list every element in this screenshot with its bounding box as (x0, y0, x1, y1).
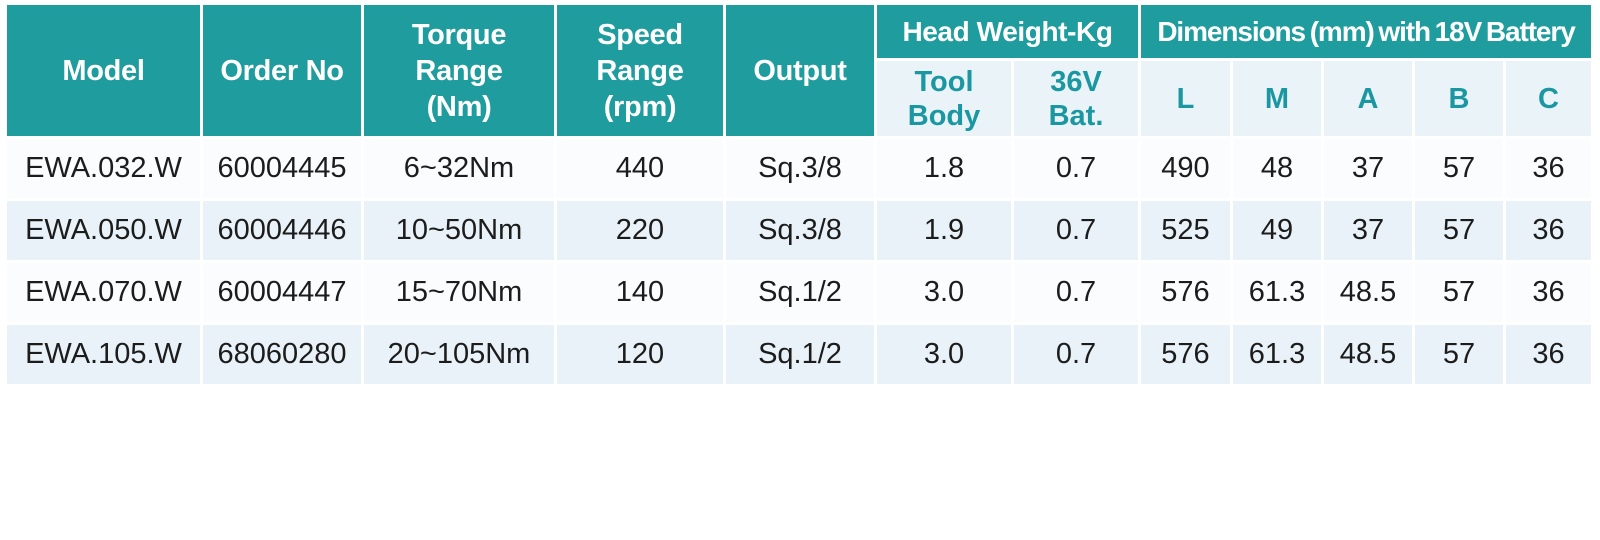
cell-dim-c: 36 (1506, 263, 1591, 322)
cell-model: EWA.050.W (7, 201, 200, 260)
cell-order-no: 68060280 (203, 325, 361, 384)
cell-dim-l: 576 (1141, 263, 1230, 322)
table-row: EWA.050.W 60004446 10~50Nm 220 Sq.3/8 1.… (7, 201, 1591, 260)
col-header-speed-range: Speed Range (rpm) (557, 5, 723, 136)
cell-order-no: 60004446 (203, 201, 361, 260)
subcol-header-dim-c: C (1506, 61, 1591, 136)
tool-body-line-2: Body (907, 99, 981, 132)
cell-dim-b: 57 (1415, 139, 1503, 198)
cell-output: Sq.1/2 (726, 325, 874, 384)
subcol-header-tool-body: Tool Body (877, 61, 1011, 136)
col-header-output: Output (726, 5, 874, 136)
col-header-order-no: Order No (203, 5, 361, 136)
bat-36v-line-2: Bat. (1048, 99, 1104, 132)
subcol-header-36v-bat: 36V Bat. (1014, 61, 1138, 136)
header-row-sub: Tool Body 36V Bat. L M A B C (7, 61, 1591, 136)
cell-dim-c: 36 (1506, 139, 1591, 198)
subcol-header-dim-a: A (1324, 61, 1412, 136)
speed-line-1: Speed (597, 18, 683, 51)
cell-36v-bat: 0.7 (1014, 139, 1138, 198)
subcol-header-dim-m: M (1233, 61, 1321, 136)
col-header-torque-range: Torque Range (Nm) (364, 5, 554, 136)
bat-36v-line-1: 36V (1050, 65, 1102, 98)
product-spec-table: Model Order No Torque Range (Nm) Speed R… (4, 2, 1594, 387)
cell-dim-a: 48.5 (1324, 263, 1412, 322)
cell-dim-l: 490 (1141, 139, 1230, 198)
group-header-head-weight: Head Weight-Kg (877, 5, 1138, 58)
cell-dim-l: 576 (1141, 325, 1230, 384)
cell-speed: 220 (557, 201, 723, 260)
cell-dim-l: 525 (1141, 201, 1230, 260)
cell-order-no: 60004447 (203, 263, 361, 322)
cell-speed: 140 (557, 263, 723, 322)
cell-model: EWA.032.W (7, 139, 200, 198)
cell-36v-bat: 0.7 (1014, 263, 1138, 322)
cell-tool-body: 1.9 (877, 201, 1011, 260)
cell-torque: 15~70Nm (364, 263, 554, 322)
speed-line-3: (rpm) (603, 90, 677, 123)
cell-dim-m: 48 (1233, 139, 1321, 198)
cell-36v-bat: 0.7 (1014, 325, 1138, 384)
cell-output: Sq.3/8 (726, 139, 874, 198)
cell-order-no: 60004445 (203, 139, 361, 198)
cell-dim-m: 61.3 (1233, 325, 1321, 384)
header-row-groups: Model Order No Torque Range (Nm) Speed R… (7, 5, 1591, 136)
cell-dim-a: 37 (1324, 139, 1412, 198)
cell-model: EWA.070.W (7, 263, 200, 322)
cell-output: Sq.1/2 (726, 263, 874, 322)
torque-line-2: Range (415, 54, 503, 87)
subcol-header-dim-l: L (1141, 61, 1230, 136)
cell-dim-b: 57 (1415, 201, 1503, 260)
cell-dim-b: 57 (1415, 325, 1503, 384)
cell-tool-body: 1.8 (877, 139, 1011, 198)
cell-speed: 120 (557, 325, 723, 384)
cell-dim-a: 48.5 (1324, 325, 1412, 384)
cell-dim-m: 49 (1233, 201, 1321, 260)
table-row: EWA.070.W 60004447 15~70Nm 140 Sq.1/2 3.… (7, 263, 1591, 322)
torque-line-1: Torque (411, 18, 507, 51)
cell-torque: 10~50Nm (364, 201, 554, 260)
cell-torque: 6~32Nm (364, 139, 554, 198)
cell-36v-bat: 0.7 (1014, 201, 1138, 260)
cell-tool-body: 3.0 (877, 325, 1011, 384)
table-row: EWA.032.W 60004445 6~32Nm 440 Sq.3/8 1.8… (7, 139, 1591, 198)
cell-dim-a: 37 (1324, 201, 1412, 260)
torque-line-3: (Nm) (426, 90, 492, 123)
col-header-model: Model (7, 5, 200, 136)
table-row: EWA.105.W 68060280 20~105Nm 120 Sq.1/2 3… (7, 325, 1591, 384)
cell-dim-b: 57 (1415, 263, 1503, 322)
cell-tool-body: 3.0 (877, 263, 1011, 322)
cell-dim-c: 36 (1506, 201, 1591, 260)
subcol-header-dim-b: B (1415, 61, 1503, 136)
cell-dim-m: 61.3 (1233, 263, 1321, 322)
cell-model: EWA.105.W (7, 325, 200, 384)
cell-dim-c: 36 (1506, 325, 1591, 384)
cell-output: Sq.3/8 (726, 201, 874, 260)
cell-speed: 440 (557, 139, 723, 198)
cell-torque: 20~105Nm (364, 325, 554, 384)
group-header-dimensions: Dimensions (mm) with 18V Battery (1141, 5, 1591, 58)
tool-body-line-1: Tool (914, 65, 974, 98)
speed-line-2: Range (596, 54, 684, 87)
